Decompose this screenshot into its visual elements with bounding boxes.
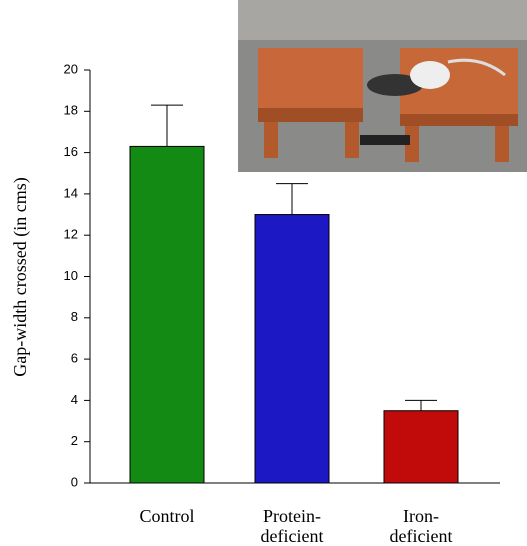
y-tick-label: 0 bbox=[71, 474, 78, 489]
x-tick-label: deficient bbox=[390, 526, 453, 546]
y-tick-label: 16 bbox=[64, 144, 78, 159]
y-tick-label: 6 bbox=[71, 351, 78, 366]
bar bbox=[129, 145, 205, 484]
x-tick-label: Control bbox=[139, 506, 194, 526]
y-tick-label: 18 bbox=[64, 103, 78, 118]
photo bbox=[238, 0, 527, 172]
y-tick-label: 20 bbox=[64, 61, 78, 76]
y-tick-label: 2 bbox=[71, 433, 78, 448]
bar bbox=[254, 214, 330, 484]
x-tick-label: deficient bbox=[261, 526, 324, 546]
bar bbox=[383, 410, 459, 484]
y-tick-label: 8 bbox=[71, 309, 78, 324]
x-tick-label: Iron- bbox=[403, 506, 439, 526]
y-tick-label: 12 bbox=[64, 227, 78, 242]
y-tick-label: 4 bbox=[71, 392, 78, 407]
x-tick-label: Protein- bbox=[263, 506, 321, 526]
y-tick-label: 10 bbox=[64, 268, 78, 283]
y-axis-label: Gap-width crossed (in cms) bbox=[10, 177, 31, 376]
y-tick-label: 14 bbox=[64, 185, 78, 200]
